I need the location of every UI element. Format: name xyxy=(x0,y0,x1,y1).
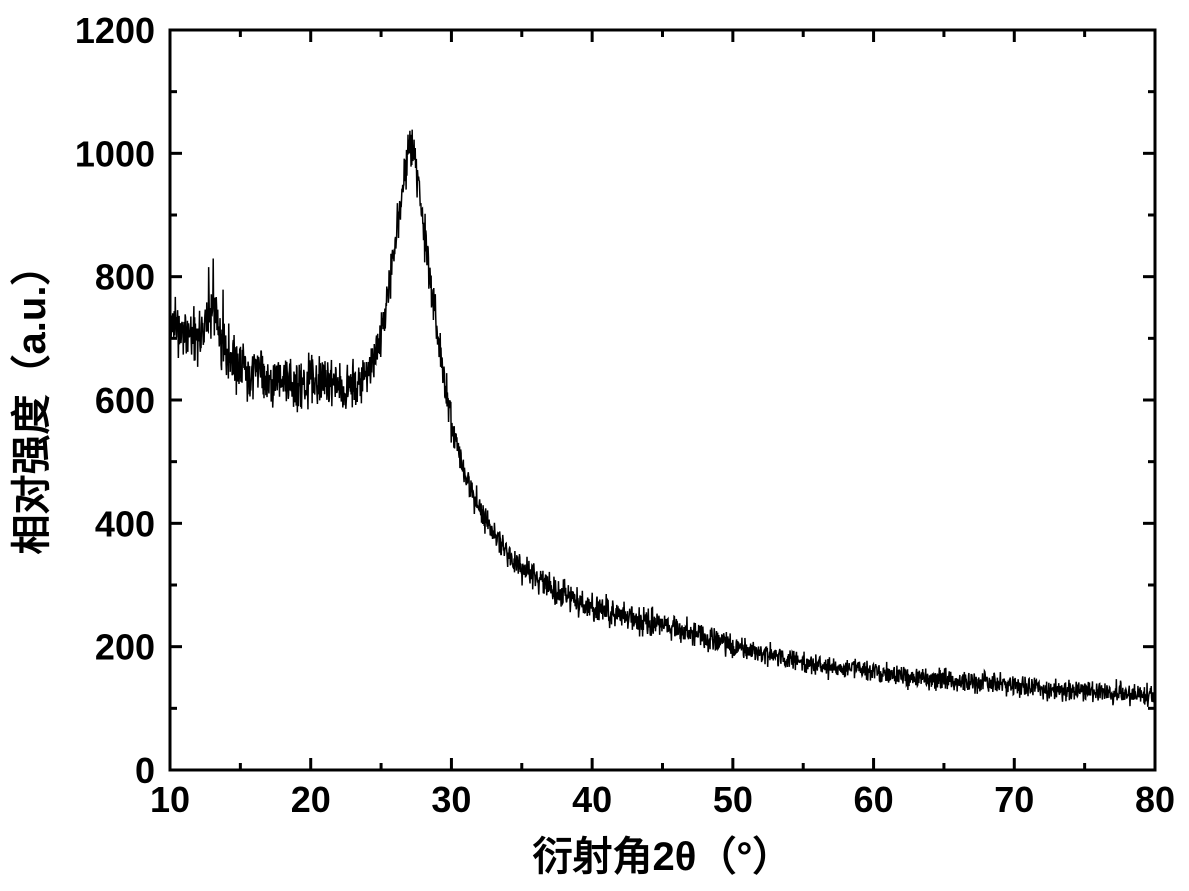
x-tick-label: 40 xyxy=(572,779,612,820)
y-tick-label: 600 xyxy=(95,380,155,421)
y-tick-label: 1000 xyxy=(75,133,155,174)
x-tick-label: 70 xyxy=(994,779,1034,820)
y-tick-label: 400 xyxy=(95,503,155,544)
xrd-chart: 1020304050607080020040060080010001200衍射角… xyxy=(0,0,1189,891)
y-tick-label: 1200 xyxy=(75,10,155,51)
x-tick-label: 60 xyxy=(854,779,894,820)
xrd-trace xyxy=(170,130,1155,707)
x-tick-label: 10 xyxy=(150,779,190,820)
x-tick-label: 30 xyxy=(431,779,471,820)
x-tick-label: 50 xyxy=(713,779,753,820)
y-tick-label: 200 xyxy=(95,627,155,668)
y-tick-label: 0 xyxy=(135,750,155,791)
x-tick-label: 20 xyxy=(291,779,331,820)
chart-svg: 1020304050607080020040060080010001200衍射角… xyxy=(0,0,1189,891)
x-tick-label: 80 xyxy=(1135,779,1175,820)
y-axis-label: 相对强度（a.u.） xyxy=(10,246,54,555)
x-axis-label: 衍射角2θ（°） xyxy=(533,835,793,879)
y-tick-label: 800 xyxy=(95,257,155,298)
